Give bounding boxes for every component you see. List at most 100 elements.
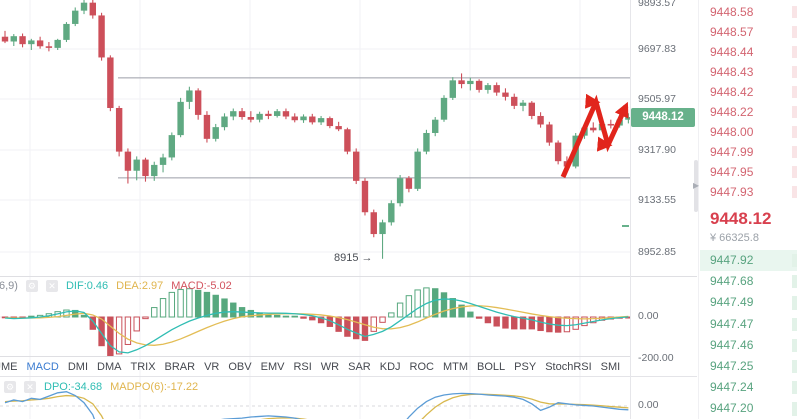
price-axis[interactable]: 9448.12 9893.57 9697.83 9505.97 9317.90 9133… xyxy=(622,0,697,419)
ask-row[interactable]: 9447.95 xyxy=(700,162,797,182)
candle-body xyxy=(107,57,114,108)
ask-row[interactable]: 9447.93 xyxy=(700,182,797,202)
candle-body xyxy=(203,114,211,139)
tab-emv[interactable]: EMV xyxy=(260,360,285,373)
ask-row[interactable]: 9448.00 xyxy=(700,122,797,142)
bid-row[interactable]: 9447.25 xyxy=(700,356,797,377)
tab-dmi[interactable]: DMI xyxy=(67,360,89,373)
tab-vr[interactable]: VR xyxy=(204,360,220,373)
ask-row[interactable]: 9448.44 xyxy=(700,42,797,62)
ask-list: 9448.58 9448.57 9448.44 9448.43 9448.42 9448.… xyxy=(700,0,797,202)
price: 9448.42 xyxy=(710,85,754,99)
macd-hist-bar xyxy=(80,314,88,318)
macd-hist-bar xyxy=(440,292,448,318)
tab-brar[interactable]: BRAR xyxy=(164,360,196,373)
candle-body xyxy=(72,10,79,24)
price: 9447.68 xyxy=(710,274,754,289)
macd-hist-bar xyxy=(432,288,439,318)
candle-body xyxy=(344,129,351,152)
tab-roc[interactable]: ROC xyxy=(409,360,434,373)
price: 9447.46 xyxy=(710,337,754,352)
tab-boll[interactable]: BOLL xyxy=(477,360,506,373)
axis-tick-label: 9317.90 xyxy=(638,144,676,156)
candle-body xyxy=(159,157,167,165)
candle-body xyxy=(379,222,386,235)
candle-body xyxy=(291,116,298,121)
macd-hist-bar xyxy=(370,316,377,332)
ask-row[interactable]: 9448.43 xyxy=(700,62,797,82)
dpo-close-icon[interactable]: ✕ xyxy=(24,381,36,393)
macd-params-label: 6,9) xyxy=(0,280,18,292)
tab-macd[interactable]: MACD xyxy=(26,360,59,373)
macd-hist-bar xyxy=(89,316,96,330)
orderbook-scrollbar[interactable] xyxy=(694,160,698,212)
axis-tick-label: 8952.85 xyxy=(638,246,676,258)
candle-body xyxy=(361,180,369,213)
price: 9447.20 xyxy=(710,401,754,416)
macd-hist-bar xyxy=(414,289,421,318)
candle-body xyxy=(115,107,123,152)
gridlines xyxy=(0,0,630,419)
candle-body xyxy=(511,96,518,106)
candle-body xyxy=(28,40,35,45)
bid-row[interactable]: 9447.46 xyxy=(700,335,797,356)
bid-row[interactable]: 9447.24 xyxy=(700,377,797,398)
ask-row[interactable]: 9448.42 xyxy=(700,82,797,102)
macd-hist-bar xyxy=(537,316,544,332)
tab-kdj[interactable]: KDJ xyxy=(379,360,401,373)
collapse-panel-icon[interactable]: ▸ xyxy=(692,178,700,192)
bid-row[interactable]: 9447.20 xyxy=(700,398,797,419)
macd-hist-bar xyxy=(63,309,70,318)
macd-hist-bar xyxy=(28,315,35,318)
support-resistance-lines[interactable] xyxy=(118,77,630,179)
ask-row[interactable]: 9448.57 xyxy=(700,22,797,42)
dif-line xyxy=(4,298,629,354)
candle-body xyxy=(335,126,342,130)
tab-smi[interactable]: SMI xyxy=(600,360,621,373)
dpo-settings-icon[interactable]: ⚙ xyxy=(4,381,16,393)
depth-bar xyxy=(792,381,797,395)
candle-body xyxy=(326,118,334,127)
macd-settings-icon[interactable]: ⚙ xyxy=(25,280,38,292)
macd-hist-bar xyxy=(353,316,360,340)
tab-dma[interactable]: DMA xyxy=(97,360,122,373)
candle-body xyxy=(98,15,105,58)
axis-tick-label: 0.00 xyxy=(638,399,659,411)
candle-body xyxy=(423,132,430,152)
macd-close-icon[interactable]: ✕ xyxy=(45,280,58,292)
macd-hist-bar xyxy=(388,312,395,318)
macd-hist-bar xyxy=(221,298,228,318)
tab-rsi[interactable]: RSI xyxy=(293,360,312,373)
tab-stochrsi[interactable]: StochRSI xyxy=(545,360,592,373)
tab-wr[interactable]: WR xyxy=(320,360,340,373)
axis-tick-label: 0.00 xyxy=(638,310,659,322)
depth-bar xyxy=(792,66,797,78)
bid-row[interactable]: 9447.92 xyxy=(700,250,797,272)
tab-trix[interactable]: TRIX xyxy=(130,360,156,373)
macd-hist-bar xyxy=(528,316,535,330)
price: 9448.00 xyxy=(710,125,754,139)
candle-body xyxy=(282,111,290,117)
candle-body xyxy=(221,116,228,128)
bid-row[interactable]: 9447.49 xyxy=(700,292,797,313)
tab-ume[interactable]: UME xyxy=(0,360,18,373)
bid-row[interactable]: 9447.47 xyxy=(700,314,797,335)
tab-psy[interactable]: PSY xyxy=(514,360,537,373)
ask-row[interactable]: 9448.58 xyxy=(700,2,797,22)
macd-hist-bar xyxy=(107,316,114,356)
price: 9447.95 xyxy=(710,165,754,179)
indicator-tabs: UME MACD DMI DMA TRIX BRAR VR OBV EMV RSI WR SAR KDJ… xyxy=(0,357,630,376)
macd-hist-bar xyxy=(203,291,211,318)
bid-row[interactable]: 9447.68 xyxy=(700,271,797,292)
price: 9448.22 xyxy=(710,105,754,119)
tab-sar[interactable]: SAR xyxy=(348,360,371,373)
tab-mtm[interactable]: MTM xyxy=(442,360,469,373)
tab-obv[interactable]: OBV xyxy=(228,360,252,373)
candle-body xyxy=(519,102,527,106)
trend-annotation-arrow[interactable] xyxy=(560,93,629,179)
macd-hist-bar xyxy=(194,289,202,318)
ask-row[interactable]: 9447.99 xyxy=(700,142,797,162)
price: 9447.47 xyxy=(710,316,754,331)
ask-row[interactable]: 9448.22 xyxy=(700,102,797,122)
